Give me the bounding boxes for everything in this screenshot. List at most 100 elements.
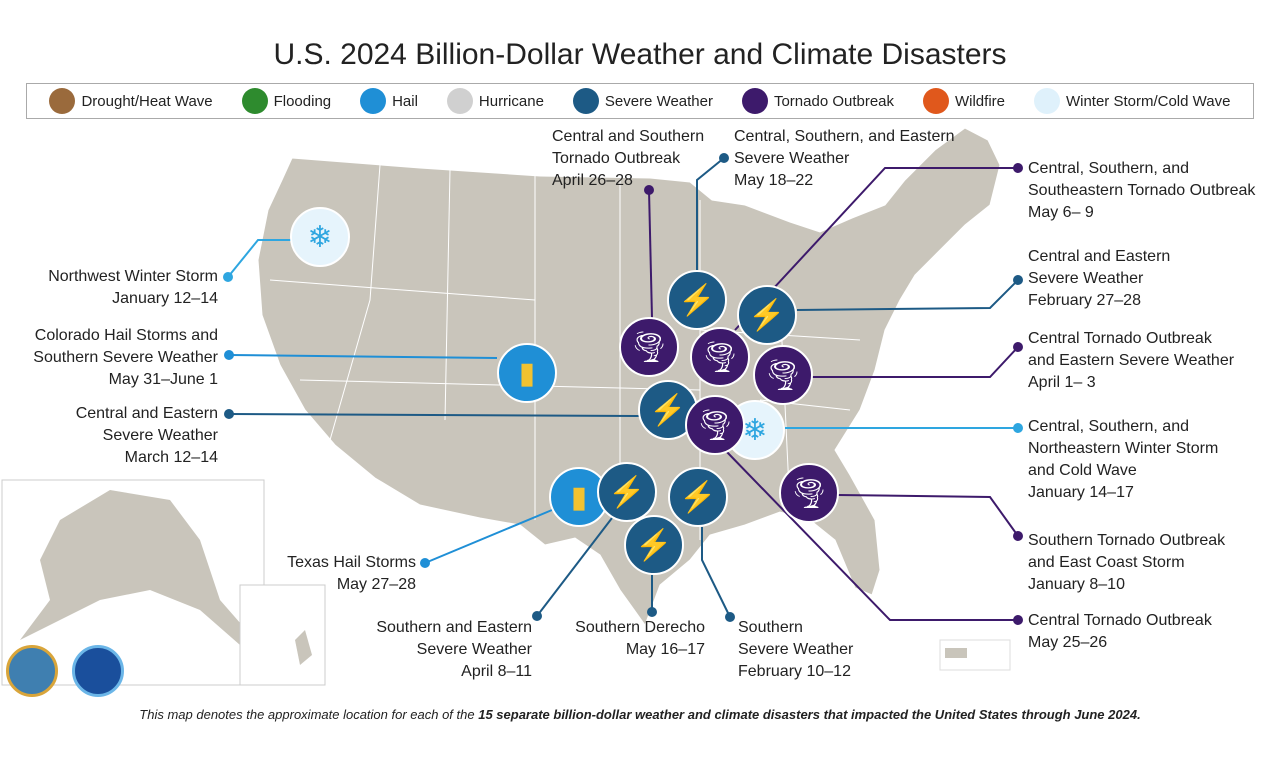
footer-note: This map denotes the approximate locatio… [139, 707, 1141, 722]
disaster-label: Southern Derecho May 16–17 [575, 617, 705, 661]
disaster-label: Northwest Winter Storm January 12–14 [48, 266, 218, 310]
leader-line [424, 509, 553, 564]
disaster-label: Colorado Hail Storms and Southern Severe … [33, 325, 218, 391]
disaster-label: Texas Hail Storms May 27–28 [287, 552, 416, 596]
leader-line [696, 157, 725, 272]
leader-line [812, 346, 1019, 378]
label-line: May 25–26 [1028, 634, 1108, 651]
label-line: May 6– 9 [1028, 204, 1094, 221]
label-line: and Eastern Severe Weather [1028, 352, 1235, 369]
label-line: Southern and Eastern [376, 619, 532, 636]
label-line: Severe Weather [738, 641, 854, 658]
severe-weather-icon: ⚡ [667, 270, 727, 330]
leader-dot [644, 185, 654, 195]
label-line: Central, Southern, and [1028, 160, 1189, 177]
legend: Drought/Heat Wave Flooding Hail Hurricane Se… [26, 83, 1254, 119]
label-line: Central and Eastern [75, 405, 218, 422]
leader-dot [1013, 615, 1023, 625]
hail-icon [360, 88, 387, 114]
label-line: Severe Weather [1028, 270, 1144, 287]
label-line: Tornado Outbreak [552, 150, 681, 167]
label-line: Southern Tornado Outbreak [1028, 532, 1226, 549]
label-line: February 10–12 [738, 663, 851, 680]
label-line: January 14–17 [1028, 484, 1134, 501]
legend-item: Hurricane [446, 88, 544, 114]
label-line: April 8–11 [461, 663, 532, 680]
disaster-label: Central and Eastern Severe Weather Februar… [1028, 246, 1170, 312]
disaster-label: Southern Tornado Outbreak and East Coast … [1028, 530, 1225, 596]
severe-weather-icon: ⚡ [668, 467, 728, 527]
disaster-label: Central, Southern, and Eastern Severe Wea… [734, 126, 955, 192]
label-line: and East Coast Storm [1028, 554, 1185, 571]
leader-dot [224, 350, 234, 360]
label-line: May 18–22 [734, 172, 814, 189]
disaster-label: Central and Southern Tornado Outbreak Apri… [552, 126, 704, 192]
leader-dot [1013, 163, 1023, 173]
label-line: April 1– 3 [1028, 374, 1096, 391]
label-line: May 27–28 [336, 576, 416, 593]
disaster-label: Central, Southern, and Southeastern Torna… [1028, 158, 1255, 224]
legend-item: Hail [360, 88, 418, 114]
leader-line [701, 527, 731, 618]
legend-item: Drought/Heat Wave [49, 88, 213, 114]
label-line: Texas Hail Storms [287, 554, 416, 571]
label-line: Colorado Hail Storms and [34, 327, 218, 344]
hawaii-inset [239, 584, 326, 686]
label-line: May 31–June 1 [108, 371, 218, 388]
label-line: Severe Weather [734, 150, 850, 167]
legend-item: Severe Weather [572, 88, 713, 114]
label-line: Severe Weather [416, 641, 532, 658]
hawaii [295, 630, 312, 665]
tornado-icon: 🌪 [690, 327, 750, 387]
winter-storm-icon: ❄ [290, 207, 350, 267]
label-line: Southern Severe Weather [33, 349, 218, 366]
disaster-label: Central Tornado Outbreak May 25–26 [1028, 610, 1212, 654]
tornado-icon: 🌪 [779, 463, 839, 523]
label-line: Southeastern Tornado Outbreak [1028, 182, 1256, 199]
severe-weather-icon: ⚡ [597, 462, 657, 522]
label-line: February 27–28 [1028, 292, 1141, 309]
leader-line [734, 167, 1018, 331]
alaska [20, 490, 255, 645]
label-line: Northwest Winter Storm [48, 268, 218, 285]
tornado-icon: 🌪 [685, 395, 745, 455]
leader-line [648, 189, 653, 319]
leader-dot [1013, 275, 1023, 285]
leader-dot [223, 272, 233, 282]
wildfire-icon [922, 88, 949, 114]
severe-weather-icon [572, 88, 599, 114]
noaa-logo [72, 645, 124, 697]
leader-line [837, 494, 1019, 537]
label-line: May 16–17 [625, 641, 705, 658]
label-line: Southern Derecho [575, 619, 705, 636]
legend-item: Wildfire [922, 88, 1005, 114]
leader-dot [420, 558, 430, 568]
tornado-icon: 🌪 [753, 345, 813, 405]
label-line: January 12–14 [112, 290, 218, 307]
label-line: Southern [738, 619, 803, 636]
label-line: Central and Southern [552, 128, 705, 145]
label-line: Central, Southern, and [1028, 418, 1189, 435]
severe-weather-icon: ⚡ [737, 285, 797, 345]
label-line: Central Tornado Outbreak [1028, 330, 1212, 347]
label-line: Central and Eastern [1028, 248, 1171, 265]
page-title: U.S. 2024 Billion-Dollar Weather and Cli… [273, 38, 1007, 71]
legend-item: Tornado Outbreak [741, 88, 894, 114]
hurricane-icon [446, 88, 473, 114]
severe-weather-icon: ⚡ [624, 515, 684, 575]
disaster-label: Southern and Eastern Severe Weather April … [376, 617, 532, 683]
leader-line [724, 449, 1018, 621]
label-line: Central, Southern, and Eastern [734, 128, 955, 145]
flooding-icon [241, 88, 268, 114]
leader-line [228, 354, 498, 359]
drought-icon [49, 88, 76, 114]
winter-storm-icon [1033, 88, 1060, 114]
leader-dot [224, 409, 234, 419]
legend-item: Flooding [241, 88, 331, 114]
tornado-icon: 🌪 [619, 317, 679, 377]
leader-dot [647, 607, 657, 617]
disaster-label: Central and Eastern Severe Weather March 1… [76, 403, 218, 469]
label-line: March 12–14 [124, 449, 218, 466]
label-line: January 8–10 [1028, 576, 1125, 593]
disaster-label: Central Tornado Outbreak and Eastern Seve… [1028, 328, 1234, 394]
